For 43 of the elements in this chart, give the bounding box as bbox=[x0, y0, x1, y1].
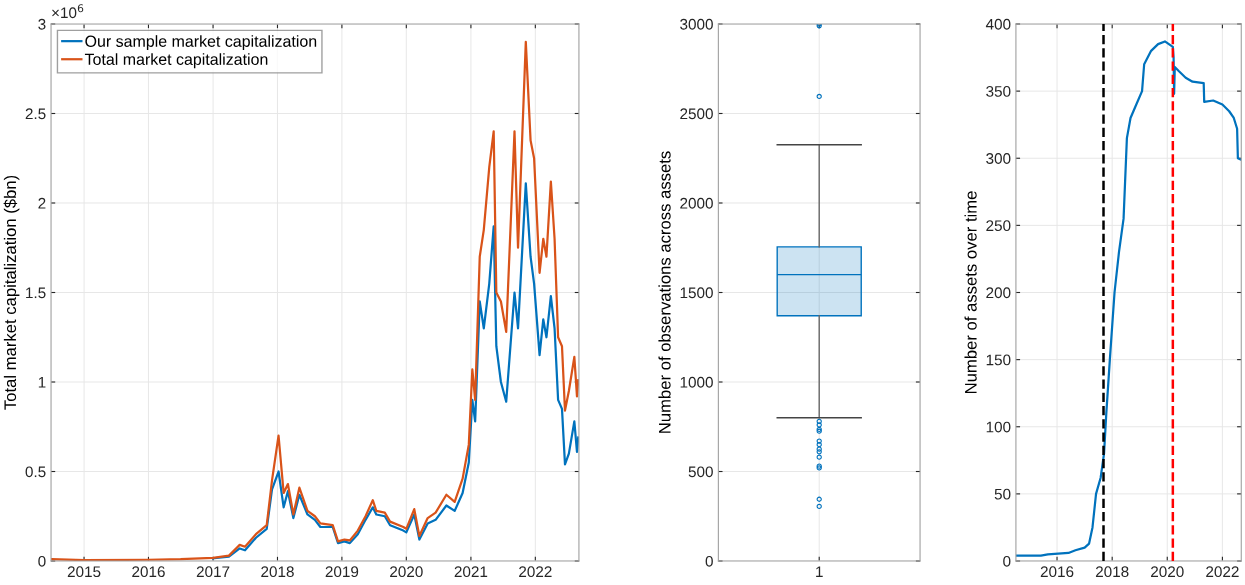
x-tick-label: 2020 bbox=[1151, 566, 1184, 578]
text: ×10$^{6}$ bbox=[52, 4, 84, 19]
x-tick-label: 2022 bbox=[519, 566, 552, 578]
y-tick-label: 250 bbox=[986, 220, 1011, 232]
y-tick-label: 3 bbox=[38, 18, 46, 30]
y-tick-label: 2.5 bbox=[25, 108, 46, 120]
y-tick-label: 100 bbox=[986, 421, 1011, 433]
y-tick-label: 1000 bbox=[680, 376, 713, 388]
x-tick-label: 2016 bbox=[132, 566, 165, 578]
y-tick-label: 200 bbox=[986, 287, 1011, 299]
y-tick-label: 1.5 bbox=[26, 287, 46, 299]
y-tick-label: 2000 bbox=[680, 197, 713, 209]
x-tick-label: 2020 bbox=[390, 566, 423, 578]
x-tick-label: 2018 bbox=[261, 566, 294, 578]
x-tick-label: 2019 bbox=[325, 566, 359, 578]
legend-label: Our sample market capitalization bbox=[85, 35, 317, 51]
y-tick-label: 300 bbox=[986, 153, 1011, 164]
y-tick-label: 0 bbox=[38, 555, 46, 567]
y-tick-label: 0 bbox=[1003, 555, 1011, 567]
y-tick-label: 2 bbox=[38, 197, 46, 209]
y-axis-title: Number of assets over time bbox=[964, 191, 977, 394]
y-tick-label: 500 bbox=[688, 466, 713, 478]
y-tick-label: 400 bbox=[985, 18, 1011, 30]
y-axis-title: Total market capitalization ($bn) bbox=[3, 175, 20, 410]
x-tick-label: 1 bbox=[816, 566, 823, 577]
x-tick-label: 2022 bbox=[1206, 566, 1239, 578]
y-tick-label: 1500 bbox=[680, 287, 713, 299]
x-tick-label: 2017 bbox=[196, 566, 230, 578]
x-tick-label: 2015 bbox=[67, 566, 101, 578]
x-tick-label: 2018 bbox=[1095, 566, 1129, 578]
y-tick-label: 0.5 bbox=[25, 466, 46, 478]
y-tick-label: 0 bbox=[705, 555, 713, 567]
y-tick-label: 2500 bbox=[680, 108, 713, 120]
y-tick-label: 50 bbox=[994, 488, 1011, 500]
y-tick-label: 150 bbox=[986, 354, 1011, 366]
y-tick-label: 3000 bbox=[680, 18, 713, 30]
y-axis-title: Number of observations across assets bbox=[658, 151, 671, 433]
line-series bbox=[1015, 40, 1242, 557]
x-tick-label: 2016 bbox=[1040, 566, 1074, 578]
legend-label: Total market capitalization bbox=[84, 53, 268, 69]
x-tick-label: 2021 bbox=[454, 566, 488, 578]
y-tick-label: 1 bbox=[38, 377, 46, 388]
y-tick-label: 350 bbox=[986, 85, 1011, 97]
